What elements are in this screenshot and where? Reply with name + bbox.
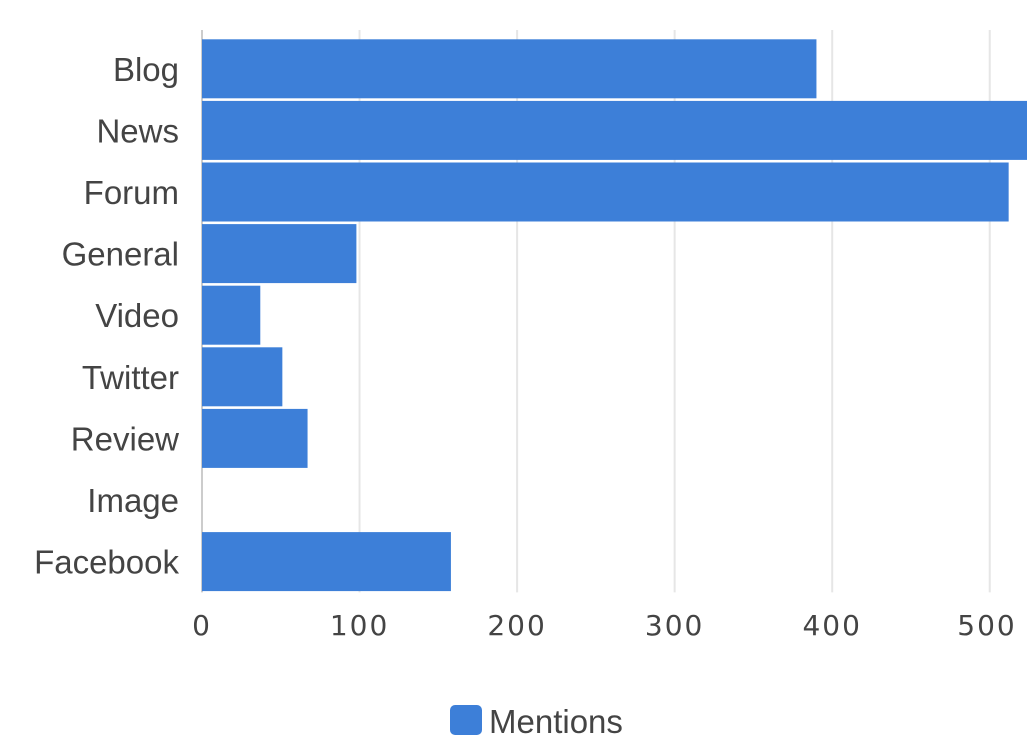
- category-label-blog: Blog: [113, 51, 179, 88]
- category-label-general: General: [62, 236, 179, 273]
- category-label-twitter: Twitter: [82, 359, 179, 396]
- x-axis-tick-labels: 0 100 200 300 400 500: [192, 609, 1016, 642]
- x-tick-label: 100: [330, 609, 389, 642]
- category-label-facebook: Facebook: [34, 544, 179, 581]
- x-tick-label: 200: [487, 609, 546, 642]
- bar-news[interactable]: [202, 100, 1027, 160]
- category-label-video: Video: [95, 297, 179, 334]
- bar-video[interactable]: [202, 285, 261, 345]
- category-label-review: Review: [71, 420, 179, 457]
- legend-label-mentions[interactable]: Mentions: [489, 703, 623, 736]
- category-label-image: Image: [87, 482, 179, 519]
- legend[interactable]: Mentions: [450, 703, 623, 736]
- legend-swatch-mentions[interactable]: [450, 705, 482, 735]
- category-label-news: News: [96, 112, 179, 149]
- bars: [202, 39, 1027, 592]
- bar-facebook[interactable]: [202, 532, 451, 592]
- x-tick-label: 400: [802, 609, 861, 642]
- x-tick-label: 500: [957, 609, 1016, 642]
- category-labels: Blog News Forum General Video Twitter Review Im…: [34, 51, 179, 581]
- bar-blog[interactable]: [202, 39, 817, 99]
- category-label-forum: Forum: [84, 174, 179, 211]
- x-tick-label: 300: [645, 609, 704, 642]
- bar-twitter[interactable]: [202, 347, 283, 407]
- bar-review[interactable]: [202, 408, 308, 468]
- bar-forum[interactable]: [202, 162, 1009, 222]
- bar-general[interactable]: [202, 224, 357, 284]
- x-tick-label: 0: [192, 609, 212, 642]
